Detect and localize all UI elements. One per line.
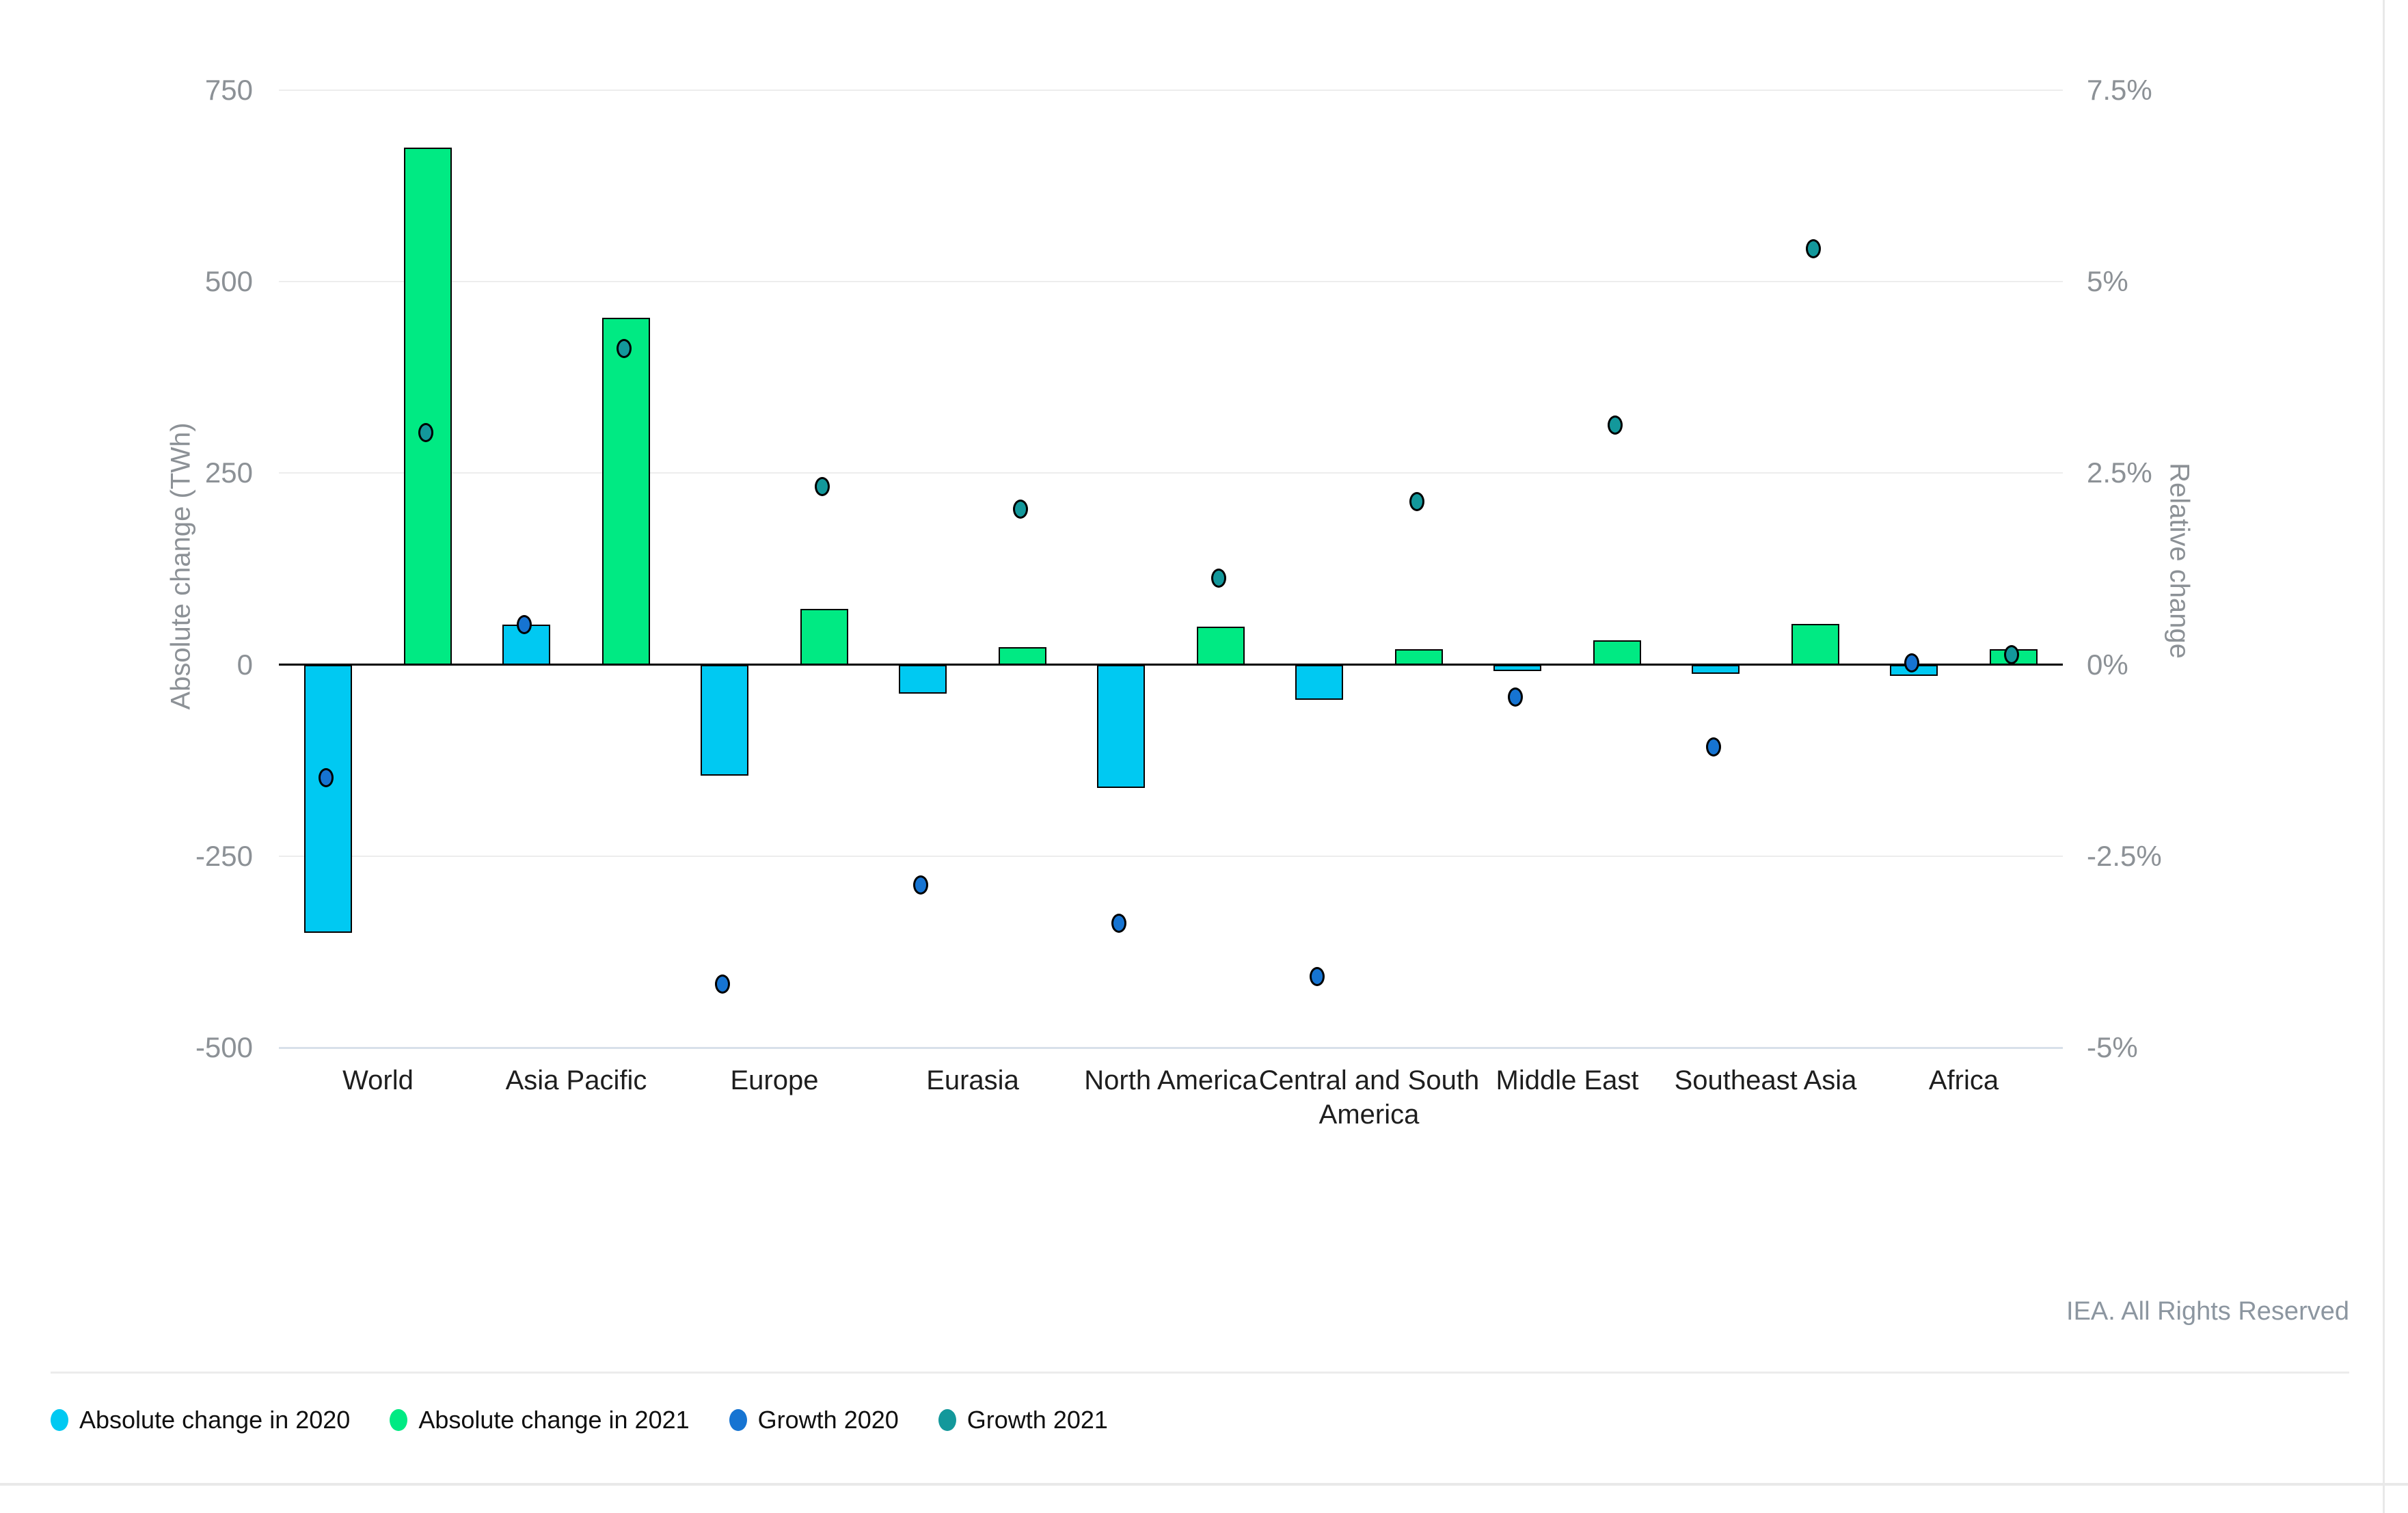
dot-growth-2020-middle-east[interactable]: [1508, 687, 1523, 707]
dot-growth-2020-asia-pacific[interactable]: [517, 614, 532, 634]
x-axis-label-world: World: [342, 1065, 414, 1095]
right-axis-tick-5: 5%: [2087, 265, 2128, 298]
dot-growth-2021-world[interactable]: [418, 423, 433, 443]
legend-item-growth-2021[interactable]: Growth 2021: [938, 1405, 1108, 1435]
page-bottom-divider: [0, 1483, 2408, 1486]
gridline-500: [279, 281, 2063, 283]
legend-top-divider: [51, 1372, 2349, 1374]
bar-absolute-change-in-2020-southeast-asia[interactable]: [1692, 664, 1740, 674]
right-axis-tick-2-5: 2.5%: [2087, 456, 2152, 489]
dot-growth-2020-eurasia[interactable]: [913, 875, 928, 895]
gridline--250: [279, 855, 2063, 857]
legend-marker-growth-2021: [938, 1409, 956, 1431]
left-axis-tick-250: 250: [204, 456, 253, 489]
bar-absolute-change-in-2021-central-and-south-america[interactable]: [1395, 649, 1443, 665]
left-axis-tick-0: 0: [236, 648, 253, 681]
left-axis-tick--250: -250: [195, 839, 253, 872]
legend-label-growth-2020: Growth 2020: [757, 1406, 899, 1434]
x-axis-label-north-america: North America: [1084, 1065, 1258, 1095]
legend-item-absolute-change-in-2021[interactable]: Absolute change in 2021: [390, 1405, 690, 1435]
dot-growth-2020-europe[interactable]: [715, 974, 730, 994]
dot-growth-2021-southeast-asia[interactable]: [1806, 239, 1821, 259]
right-axis-tick-7-5: 7.5%: [2087, 74, 2152, 106]
x-axis-label-central-and-south-america: Central and South America: [1258, 1065, 1480, 1130]
dot-growth-2020-southeast-asia[interactable]: [1706, 737, 1721, 756]
legend-label-absolute-change-in-2020: Absolute change in 2020: [79, 1406, 351, 1434]
x-axis-label-middle-east: Middle East: [1496, 1065, 1639, 1095]
bar-absolute-change-in-2020-central-and-south-america[interactable]: [1295, 664, 1343, 700]
dot-growth-2020-central-and-south-america[interactable]: [1310, 967, 1325, 987]
dot-growth-2020-world[interactable]: [319, 767, 334, 787]
left-axis-tick-750: 750: [204, 74, 253, 106]
left-axis-tick--500: -500: [195, 1031, 253, 1063]
dot-growth-2021-africa[interactable]: [2004, 645, 2019, 665]
legend-marker-absolute-change-in-2020: [51, 1409, 68, 1431]
chart-legend: Absolute change in 2020 Absolute change i…: [51, 1405, 1108, 1435]
iea-credit-text: IEA. All Rights Reserved: [2066, 1297, 2349, 1326]
legend-marker-growth-2020: [729, 1409, 747, 1431]
bar-absolute-change-in-2021-europe[interactable]: [800, 608, 848, 665]
legend-marker-absolute-change-in-2021: [390, 1409, 408, 1431]
zero-line: [279, 664, 2063, 666]
bar-absolute-change-in-2020-world[interactable]: [304, 664, 352, 933]
bar-absolute-change-in-2021-asia-pacific[interactable]: [602, 317, 650, 665]
gridline--500: [279, 1046, 2063, 1049]
left-axis-title: Absolute change (TWh): [165, 422, 196, 710]
legend-item-absolute-change-in-2020[interactable]: Absolute change in 2020: [51, 1405, 350, 1435]
x-axis-label-southeast-asia: Southeast Asia: [1674, 1065, 1857, 1095]
right-axis-tick-0: 0%: [2087, 648, 2128, 681]
left-axis-tick-500: 500: [204, 265, 253, 298]
x-axis-label-africa: Africa: [1928, 1065, 1999, 1095]
legend-item-growth-2020[interactable]: Growth 2020: [729, 1405, 899, 1435]
x-axis-label-asia-pacific: Asia Pacific: [505, 1065, 647, 1095]
dot-growth-2021-central-and-south-america[interactable]: [1409, 492, 1424, 512]
dot-growth-2021-europe[interactable]: [815, 476, 830, 496]
dot-growth-2020-north-america[interactable]: [1111, 913, 1126, 933]
page-right-border: [2383, 0, 2385, 1513]
bar-absolute-change-in-2021-north-america[interactable]: [1197, 626, 1245, 665]
right-axis-tick-2-5: -2.5%: [2087, 839, 2162, 872]
dot-growth-2020-africa[interactable]: [1904, 653, 1919, 672]
bar-absolute-change-in-2021-middle-east[interactable]: [1593, 640, 1641, 665]
bar-absolute-change-in-2020-north-america[interactable]: [1097, 664, 1145, 789]
right-axis-title: Relative change: [2164, 463, 2195, 659]
x-axis-label-europe: Europe: [730, 1065, 819, 1095]
bar-absolute-change-in-2021-southeast-asia[interactable]: [1791, 624, 1839, 665]
legend-label-absolute-change-in-2021: Absolute change in 2021: [418, 1406, 690, 1434]
dot-growth-2021-middle-east[interactable]: [1608, 415, 1623, 435]
dot-growth-2021-north-america[interactable]: [1211, 569, 1226, 588]
x-axis-label-eurasia: Eurasia: [926, 1065, 1019, 1095]
bar-absolute-change-in-2020-eurasia[interactable]: [899, 664, 947, 694]
bar-absolute-change-in-2020-europe[interactable]: [701, 664, 748, 776]
bar-absolute-change-in-2021-world[interactable]: [404, 148, 452, 665]
right-axis-tick-5: -5%: [2087, 1031, 2138, 1063]
gridline-750: [279, 90, 2063, 91]
dot-growth-2021-asia-pacific[interactable]: [617, 339, 632, 359]
dot-growth-2021-eurasia[interactable]: [1013, 500, 1028, 519]
bar-absolute-change-in-2021-eurasia[interactable]: [999, 646, 1046, 665]
gridline-250: [279, 472, 2063, 474]
legend-label-growth-2021: Growth 2021: [966, 1406, 1108, 1434]
